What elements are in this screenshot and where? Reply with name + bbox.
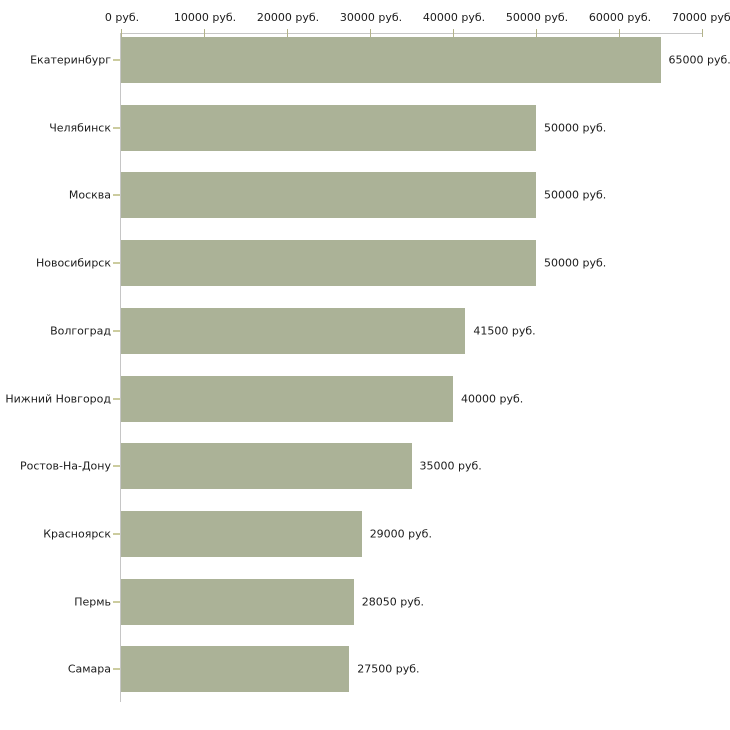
- value-label: 50000 руб.: [544, 121, 607, 135]
- category-tick: [113, 329, 120, 332]
- y-axis-line: [120, 33, 121, 702]
- value-label: 50000 руб.: [544, 188, 607, 202]
- value-label: 27500 руб.: [357, 662, 420, 676]
- x-tick-mark: [204, 29, 205, 37]
- category-label: Ростов-На-Дону: [19, 459, 111, 473]
- bar: [121, 104, 536, 151]
- category-tick: [113, 126, 120, 129]
- x-tick-label: 40000 руб.: [422, 11, 486, 24]
- x-axis-line: [121, 33, 703, 34]
- bar: [121, 510, 362, 557]
- category-tick: [113, 397, 120, 400]
- x-tick-mark: [702, 29, 703, 37]
- category-tick: [113, 532, 120, 535]
- bar: [121, 578, 354, 625]
- value-label: 28050 руб.: [361, 595, 425, 609]
- x-tick-mark: [536, 29, 537, 37]
- bar: [121, 443, 412, 490]
- category-label: Нижний Новгород: [5, 392, 111, 405]
- value-label: 65000 руб.: [668, 53, 730, 67]
- category-label: Самара: [67, 662, 111, 676]
- bar: [121, 172, 536, 219]
- value-label: 40000 руб.: [461, 392, 524, 405]
- category-label: Москва: [68, 188, 111, 202]
- category-tick: [113, 59, 120, 61]
- bar: [121, 375, 453, 422]
- x-tick-mark: [453, 29, 454, 37]
- category-label: Волгоград: [50, 324, 111, 338]
- category-tick: [113, 600, 120, 603]
- bar: [121, 240, 536, 287]
- value-label: 50000 руб.: [544, 256, 607, 270]
- x-tick-mark: [287, 29, 288, 37]
- x-tick-mark: [121, 29, 122, 37]
- bar: [121, 307, 466, 354]
- category-label: Красноярск: [43, 527, 111, 541]
- category-label: Новосибирск: [35, 256, 111, 270]
- value-label: 41500 руб.: [473, 324, 536, 338]
- category-tick: [113, 668, 120, 671]
- x-tick-label: 20000 руб.: [256, 11, 320, 24]
- x-tick-label: 60000 руб.: [588, 11, 652, 24]
- bar: [121, 37, 661, 83]
- x-tick-label: 70000 руб.: [671, 11, 730, 24]
- x-tick-label: 50000 руб.: [505, 11, 569, 24]
- category-label: Екатеринбург: [30, 53, 111, 67]
- value-label: 29000 руб.: [369, 527, 432, 541]
- x-tick-label: 10000 руб.: [173, 11, 237, 24]
- x-tick-label: 0 руб.: [104, 11, 140, 24]
- x-tick-label: 30000 руб.: [339, 11, 403, 24]
- category-tick: [113, 262, 120, 265]
- x-tick-mark: [370, 29, 371, 37]
- category-label: Пермь: [74, 595, 111, 609]
- category-tick: [113, 194, 120, 197]
- value-label: 35000 руб.: [419, 459, 482, 473]
- category-tick: [113, 465, 120, 468]
- bar: [121, 646, 350, 693]
- category-label: Челябинск: [49, 121, 111, 135]
- x-tick-mark: [619, 29, 620, 37]
